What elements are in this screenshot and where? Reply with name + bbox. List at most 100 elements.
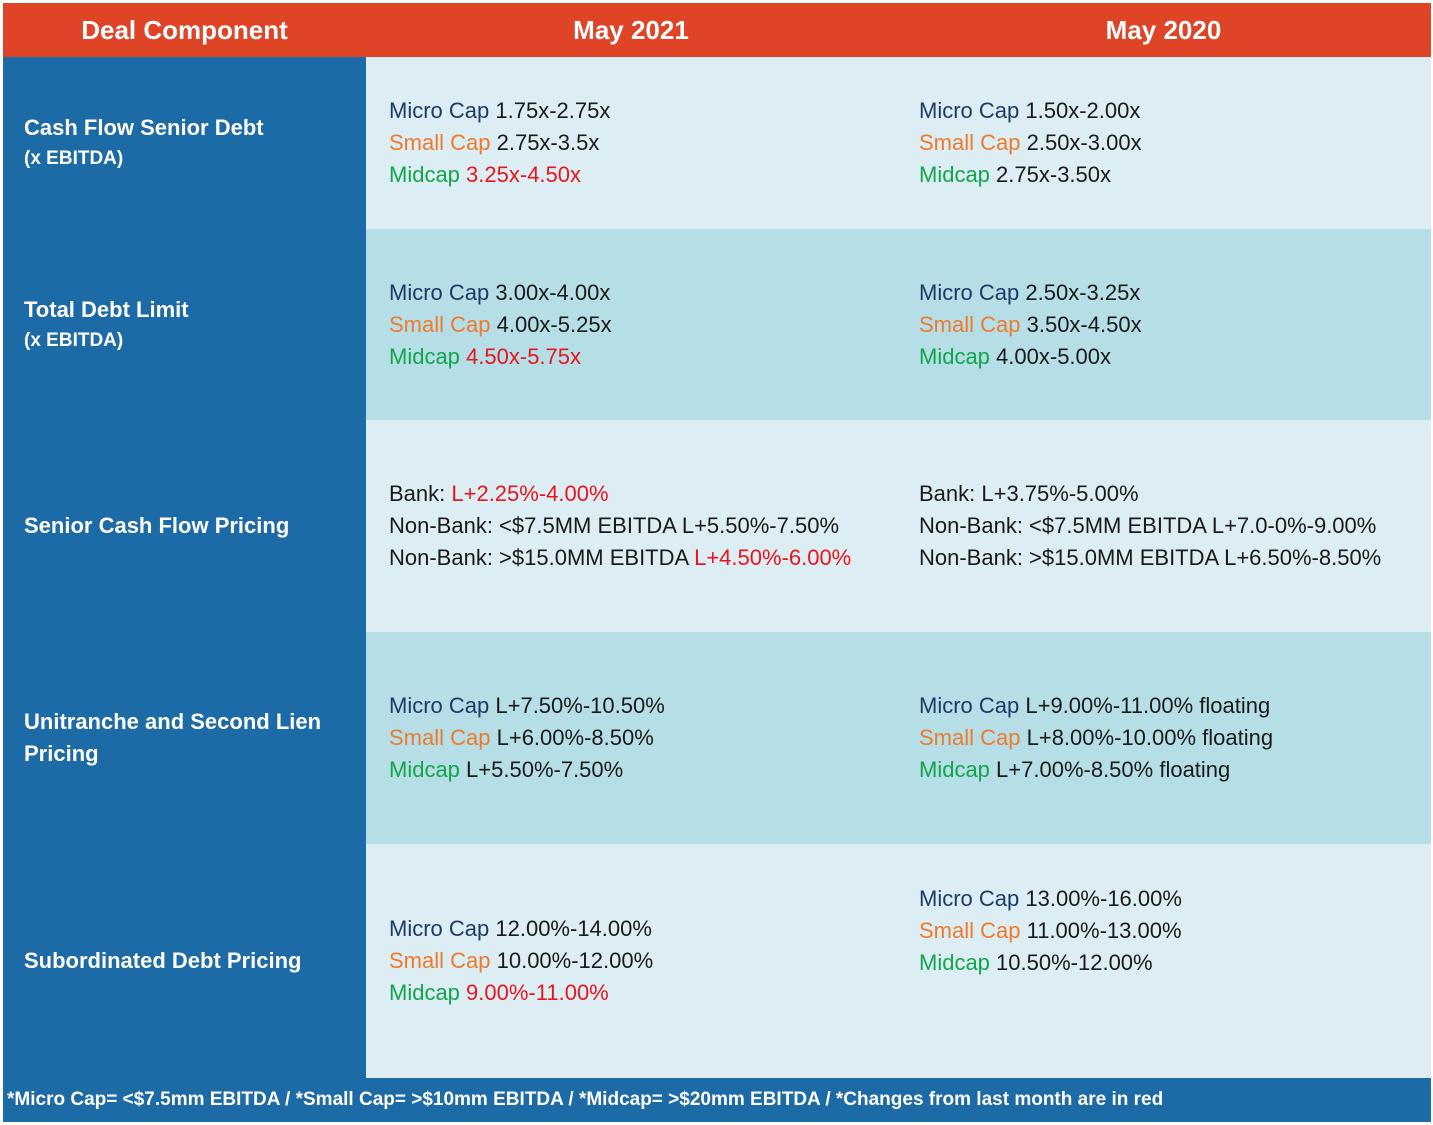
cell-value: L+7.0-0%-9.00% [1211,513,1377,538]
tier-label-micro: Micro Cap [919,98,1020,123]
cell-value-changed: L+4.50%-6.00% [694,545,852,570]
row-label-title: Unitranche and Second Lien [24,709,322,734]
cell-value: 4.00x-5.00x [996,343,1112,369]
cell-value: 4.00x-5.25x [496,311,612,337]
cell-prefix: Bank: [389,481,452,506]
cell-may-2020: Micro Cap 2.50x-3.25x Small Cap 3.50x-4.… [919,229,1142,420]
cell-value: 12.00%-14.00% [495,916,652,941]
tier-label-mid: Midcap [919,757,990,782]
table-row: Cash Flow Senior Debt (x EBITDA) Micro C… [3,57,1431,229]
header-may-2021: May 2021 [573,15,689,45]
cell-line-small: Small Cap 3.50x-4.50x [919,309,1142,341]
cell-line-mid: Midcap 3.25x-4.50x [389,159,610,191]
header-deal-component: Deal Component [81,15,288,45]
row-label: Senior Cash Flow Pricing [3,420,366,632]
cell-line-mid: Midcap 4.00x-5.00x [919,341,1142,373]
tier-label-mid: Midcap [389,343,460,369]
cell-line-small: Small Cap L+8.00%-10.00% floating [919,722,1273,754]
cell-may-2020: Bank: L+3.75%-5.00% Non-Bank: <$7.5MM EB… [919,420,1381,632]
cell-line-micro: Micro Cap 1.50x-2.00x [919,95,1142,127]
cell-value: L+9.00%-11.00% floating [1025,693,1271,718]
cell-may-2021: Micro Cap 3.00x-4.00x Small Cap 4.00x-5.… [389,229,612,420]
row-label-sub: (x EBITDA) [24,329,124,351]
cell-prefix: Non-Bank: >$15.0MM EBITDA [919,545,1225,570]
cell-value-changed: 3.25x-4.50x [466,162,582,187]
cell-value: L+7.50%-10.50% [495,693,665,718]
cell-value: 3.50x-4.50x [1026,311,1142,337]
cell-prefix: Non-Bank: <$7.5MM EBITDA [389,513,682,538]
label-column-background [3,57,366,1078]
cell-may-2020: Micro Cap L+9.00%-11.00% floating Small … [919,632,1273,844]
table-row: Total Debt Limit (x EBITDA) Micro Cap 3.… [3,229,1431,420]
tier-label-mid: Midcap [389,162,460,187]
tier-label-small: Small Cap [919,311,1021,337]
row-label: Subordinated Debt Pricing [3,844,366,1078]
cell-value-changed: 9.00%-11.00% [466,980,609,1005]
cell-line-small: Small Cap 10.00%-12.00% [389,945,653,977]
cell-may-2020: Micro Cap 13.00%-16.00% Small Cap 11.00%… [919,814,1182,1048]
tier-label-mid: Midcap [919,162,990,187]
cell-prefix: Non-Bank: >$15.0MM EBITDA [389,545,695,570]
row-content: Micro Cap L+7.50%-10.50% Small Cap L+6.0… [366,632,1431,844]
cell-line-mid: Midcap 2.75x-3.50x [919,159,1142,191]
cell-line-small: Small Cap 2.50x-3.00x [919,127,1142,159]
cell-line-micro: Micro Cap 2.50x-3.25x [919,277,1142,309]
row-label-title: Senior Cash Flow Pricing [24,513,290,538]
tier-label-mid: Midcap [919,950,990,975]
cell-line-micro: Micro Cap L+9.00%-11.00% floating [919,690,1273,722]
cell-value: 13.00%-16.00% [1025,886,1182,911]
cell-may-2021: Micro Cap 1.75x-2.75x Small Cap 2.75x-3.… [389,57,610,229]
cell-line-mid: Midcap 10.50%-12.00% [919,947,1182,979]
cell-line-mid: Midcap 9.00%-11.00% [389,977,653,1009]
row-label-title: Subordinated Debt Pricing [24,948,302,973]
row-label: Unitranche and Second Lien Pricing [3,632,366,844]
row-content: Micro Cap 3.00x-4.00x Small Cap 4.00x-5.… [366,229,1431,420]
tier-label-mid: Midcap [389,757,460,782]
tier-label-small: Small Cap [389,725,491,750]
row-label-sub: (x EBITDA) [24,148,124,169]
cell-line-small: Small Cap L+6.00%-8.50% [389,722,665,754]
cell-value: L+5.50%-7.50% [466,757,624,782]
cell-line-micro: Micro Cap L+7.50%-10.50% [389,690,665,722]
cell-value-changed: L+2.25%-4.00% [451,481,609,506]
cell-line-nonbank-small: Non-Bank: <$7.5MM EBITDA L+7.0-0%-9.00% [919,510,1381,542]
tier-label-mid: Midcap [919,343,990,369]
row-label: Cash Flow Senior Debt (x EBITDA) [3,57,366,229]
cell-value: L+5.50%-7.50% [681,513,840,538]
tier-label-mid: Midcap [389,980,460,1005]
tier-label-small: Small Cap [389,948,491,973]
row-label: Total Debt Limit (x EBITDA) [3,229,366,420]
cell-may-2020: Micro Cap 1.50x-2.00x Small Cap 2.50x-3.… [919,57,1142,229]
cell-value: L+3.75%-5.00% [981,481,1139,506]
cell-line-mid: Midcap L+7.00%-8.50% floating [919,754,1273,786]
tier-label-micro: Micro Cap [919,693,1020,718]
cell-value: 11.00%-13.00% [1026,918,1182,943]
cell-value: 3.00x-4.00x [495,279,611,305]
cell-value: L+8.00%-10.00% floating [1026,725,1274,750]
cell-line-micro: Micro Cap 13.00%-16.00% [919,883,1182,915]
tier-label-micro: Micro Cap [919,279,1020,305]
tier-label-micro: Micro Cap [389,98,490,123]
cell-prefix: Non-Bank: <$7.5MM EBITDA [919,513,1212,538]
cell-value: L+7.00%-8.50% floating [996,757,1231,782]
cell-line-small: Small Cap 2.75x-3.5x [389,127,610,159]
table-row: Unitranche and Second Lien Pricing Micro… [3,632,1431,844]
cell-line-mid: Midcap 4.50x-5.75x [389,341,612,373]
cell-line-mid: Midcap L+5.50%-7.50% [389,754,665,786]
table-header: Deal Component May 2021 May 2020 [3,3,1431,57]
cell-line-small: Small Cap 4.00x-5.25x [389,309,612,341]
row-content: Bank: L+2.25%-4.00% Non-Bank: <$7.5MM EB… [366,420,1431,632]
cell-value: 2.50x-3.00x [1026,130,1142,155]
tier-label-small: Small Cap [389,130,491,155]
cell-value: 2.50x-3.25x [1025,279,1141,305]
cell-value: L+6.50%-8.50% [1224,545,1382,570]
cell-line-micro: Micro Cap 1.75x-2.75x [389,95,610,127]
cell-value: 2.75x-3.5x [496,130,600,155]
cell-line-micro: Micro Cap 3.00x-4.00x [389,277,612,309]
tier-label-small: Small Cap [389,311,491,337]
tier-label-small: Small Cap [919,918,1021,943]
cell-value: 10.00%-12.00% [496,948,654,973]
cell-line-bank: Bank: L+3.75%-5.00% [919,478,1381,510]
cell-line-bank: Bank: L+2.25%-4.00% [389,478,851,510]
cell-line-nonbank-large: Non-Bank: >$15.0MM EBITDA L+4.50%-6.00% [389,542,851,574]
